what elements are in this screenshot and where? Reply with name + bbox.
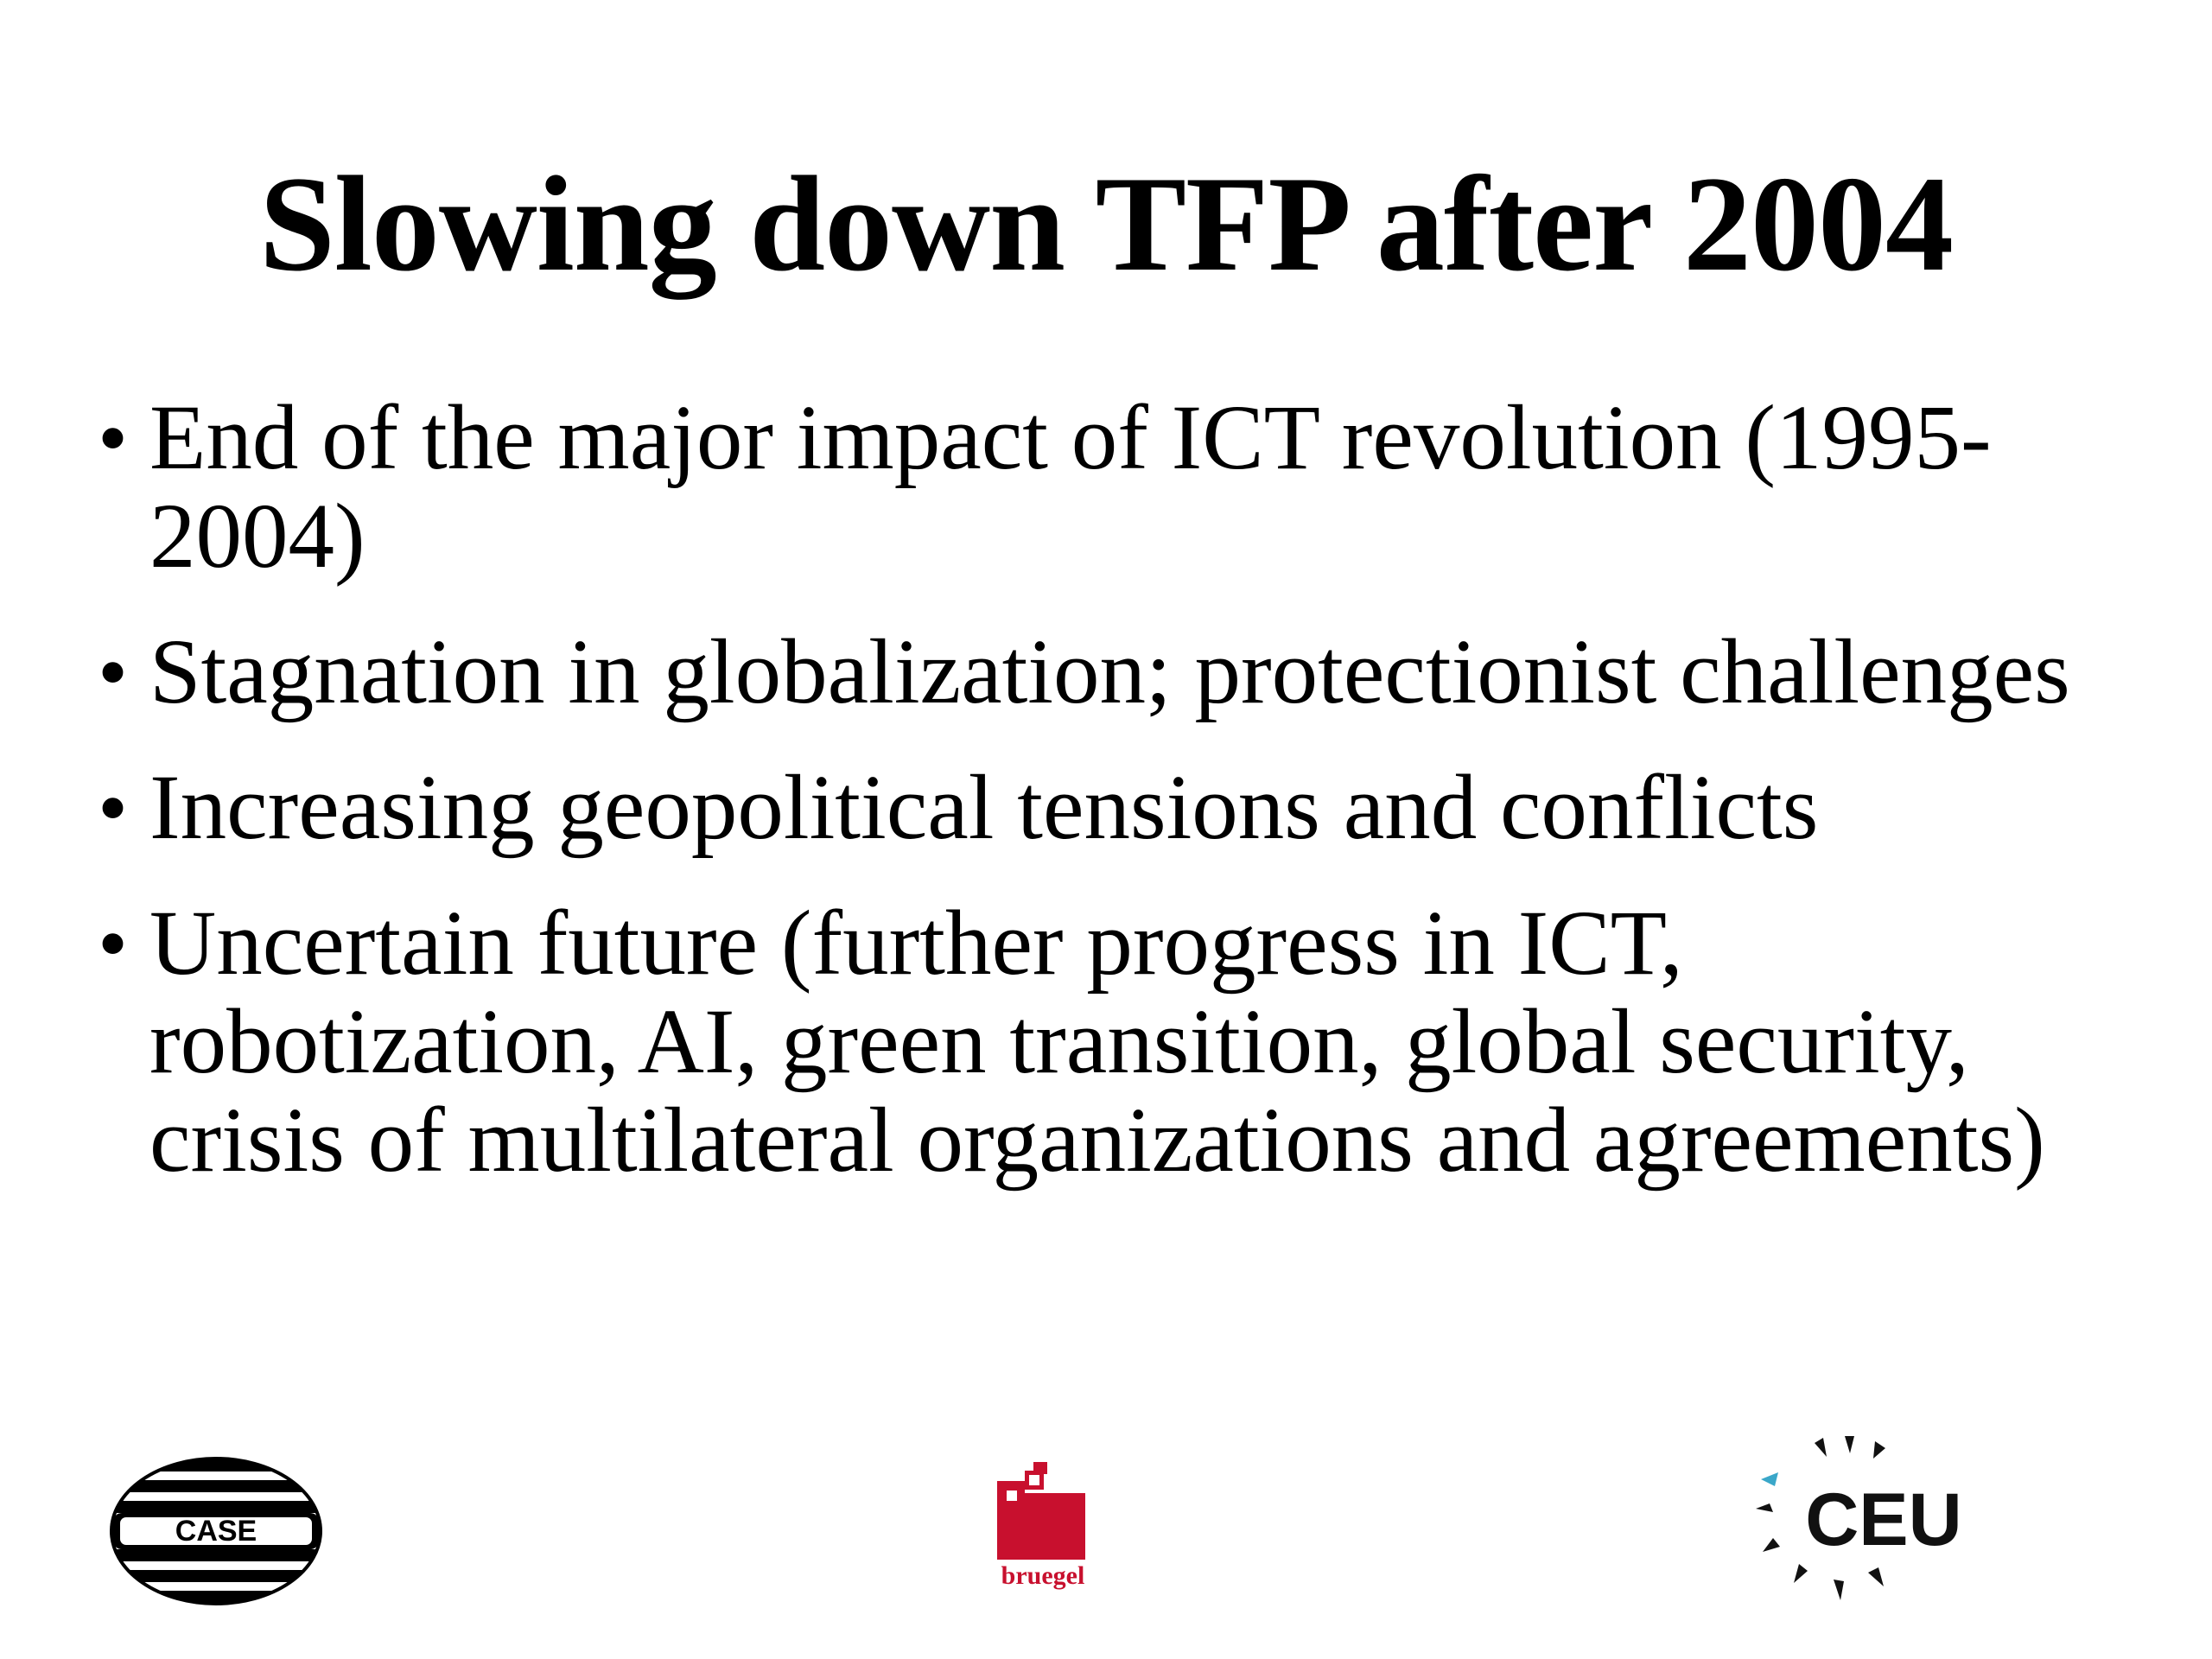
bullet-marker: • [98,760,129,855]
case-logo: CASE [110,1457,322,1605]
bullet-item: • End of the major impact of ICT revolut… [91,389,2147,586]
bullet-line: End of the major impact of ICT revolutio… [149,387,1992,489]
slide-title: Slowing down TFP after 2004 [259,149,1954,300]
bullet-marker: • [98,624,129,720]
bullet-text: Stagnation in globalization; protectioni… [149,623,2147,721]
bullet-line: robotization, AI, green transition, glob… [149,991,1969,1093]
bruegel-logo-text: bruegel [1001,1561,1085,1590]
bullet-line: Uncertain future (further progress in IC… [149,893,1683,995]
bullet-line: Stagnation in globalization; protectioni… [149,621,2070,723]
bruegel-logo: bruegel [997,1462,1085,1590]
case-logo-text: CASE [175,1515,257,1548]
bullet-text: Uncertain future (further progress in IC… [149,894,2147,1190]
bullet-line: crisis of multilateral organizations and… [149,1090,2045,1192]
bullet-list: • End of the major impact of ICT revolut… [91,389,2147,1227]
bullet-line: Increasing geopolitical tensions and con… [149,757,1819,859]
ceu-logo-text: CEU [1805,1478,1962,1561]
bullet-text: End of the major impact of ICT revolutio… [149,389,2147,586]
bullet-line: 2004) [149,486,365,588]
bullet-item: • Uncertain future (further progress in … [91,894,2147,1190]
ceu-logo: CEU [1756,1436,1962,1600]
bullet-text: Increasing geopolitical tensions and con… [149,759,2147,857]
bullet-item: • Increasing geopolitical tensions and c… [91,759,2147,857]
bullet-marker: • [98,895,129,991]
bullet-marker: • [98,390,129,486]
bullet-item: • Stagnation in globalization; protectio… [91,623,2147,721]
